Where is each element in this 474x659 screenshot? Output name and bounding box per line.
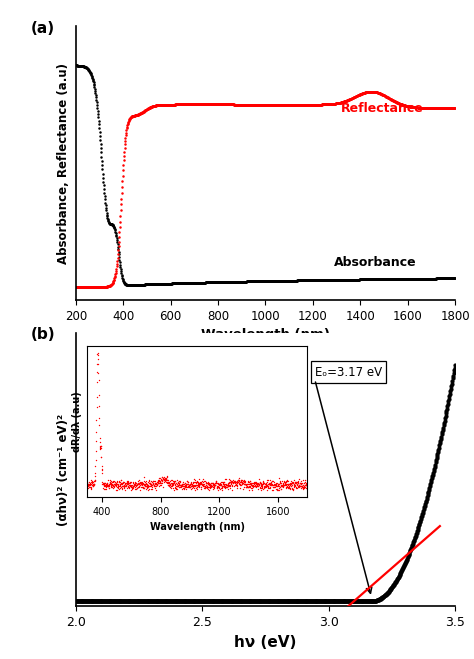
Text: (a): (a): [30, 21, 55, 36]
Y-axis label: (αhν)² (cm⁻¹ eV)²: (αhν)² (cm⁻¹ eV)²: [57, 413, 70, 526]
Y-axis label: Absorbance, Reflectance (a.u): Absorbance, Reflectance (a.u): [57, 63, 70, 264]
Text: (b): (b): [30, 328, 55, 342]
Text: Reflectance: Reflectance: [341, 102, 424, 115]
X-axis label: Wavelength (nm): Wavelength (nm): [201, 328, 330, 341]
X-axis label: hν (eV): hν (eV): [234, 635, 297, 650]
Text: Absorbance: Absorbance: [334, 256, 417, 269]
Text: Eₒ=3.17 eV: Eₒ=3.17 eV: [315, 366, 382, 379]
